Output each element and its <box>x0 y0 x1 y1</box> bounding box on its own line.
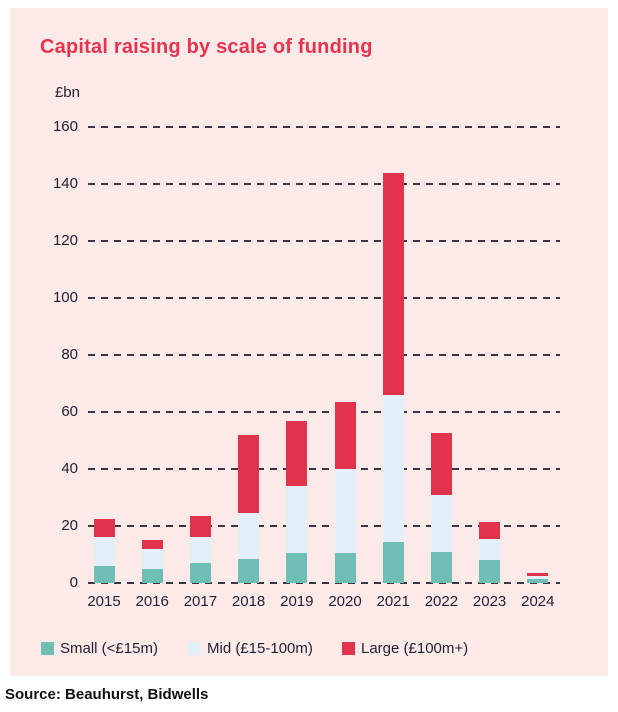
y-tick-label-0: 0 <box>69 574 78 591</box>
bar-2019-large <box>286 420 308 487</box>
bar-2021-large <box>382 172 404 395</box>
x-tick-label-2017: 2017 <box>183 593 218 610</box>
bar-2022-large <box>430 433 452 495</box>
gridline-0 <box>88 582 560 584</box>
gridline-80 <box>88 354 560 356</box>
bar-2019-small <box>286 553 308 583</box>
y-tick-label-160: 160 <box>52 118 78 135</box>
bar-2024-large <box>527 573 549 576</box>
legend-swatch-large <box>342 642 355 655</box>
gridline-140 <box>88 183 560 185</box>
x-tick-label-2022: 2022 <box>424 593 459 610</box>
bar-2020-small <box>334 553 356 583</box>
bar-2018-mid <box>238 513 260 559</box>
x-tick-label-2015: 2015 <box>87 593 121 610</box>
bar-2024-mid <box>527 575 549 579</box>
source-note: Source: Beauhurst, Bidwells <box>5 686 209 703</box>
chart-card: Capital raising by scale of funding £bn … <box>10 8 608 676</box>
bar-2021-small <box>382 541 404 583</box>
bar-2015-large <box>93 518 115 538</box>
y-tick-label-60: 60 <box>61 403 78 420</box>
legend-item-mid: Mid (£15-100m) <box>188 640 313 657</box>
x-tick-label-2019: 2019 <box>280 593 314 610</box>
bar-2022-small <box>430 551 452 583</box>
legend-label-mid: Mid (£15-100m) <box>207 640 313 657</box>
bar-2015-small <box>93 565 115 583</box>
bar-2023-large <box>479 521 501 539</box>
x-tick-label-2021: 2021 <box>376 593 410 610</box>
bar-2016-mid <box>141 548 163 569</box>
legend-swatch-mid <box>188 642 201 655</box>
x-tick-label-2020: 2020 <box>328 593 362 610</box>
x-tick-label-2016: 2016 <box>135 593 169 610</box>
bar-2021-mid <box>382 394 404 542</box>
legend-item-small: Small (<£15m) <box>41 640 158 657</box>
gridline-20 <box>88 525 560 527</box>
x-tick-label-2024: 2024 <box>521 593 555 610</box>
bar-2016-large <box>141 540 163 549</box>
y-tick-label-40: 40 <box>61 460 78 477</box>
bar-2018-large <box>238 434 260 514</box>
y-tick-label-100: 100 <box>52 289 78 306</box>
bar-2015-mid <box>93 537 115 566</box>
gridline-120 <box>88 240 560 242</box>
gridline-40 <box>88 468 560 470</box>
gridline-100 <box>88 297 560 299</box>
x-tick-label-2018: 2018 <box>231 593 266 610</box>
y-axis-unit-label: £bn <box>54 84 80 101</box>
bar-2020-large <box>334 402 356 469</box>
y-tick-label-140: 140 <box>52 175 78 192</box>
x-tick-label-2023: 2023 <box>472 593 507 610</box>
gridline-60 <box>88 411 560 413</box>
plot-area: 0 20 40 60 80 100 120 140 160 2015 2016 2017 2018 201… <box>10 8 608 676</box>
bar-2024-small <box>527 578 549 583</box>
legend-label-small: Small (<£15m) <box>60 640 158 657</box>
y-tick-label-80: 80 <box>61 346 78 363</box>
bar-2023-mid <box>479 538 501 561</box>
bar-2017-mid <box>189 537 211 564</box>
bar-2023-small <box>479 560 501 583</box>
bar-2016-small <box>141 568 163 584</box>
bar-2022-mid <box>430 494 452 552</box>
legend-item-large: Large (£100m+) <box>342 640 468 657</box>
bar-2018-small <box>238 558 260 583</box>
legend-swatch-small <box>41 642 54 655</box>
bar-2017-small <box>189 563 211 583</box>
bar-2019-mid <box>286 486 308 554</box>
y-tick-label-120: 120 <box>52 232 78 249</box>
gridline-160 <box>88 126 560 128</box>
chart-title: Capital raising by scale of funding <box>40 36 373 58</box>
bar-2020-mid <box>334 469 356 554</box>
y-tick-label-20: 20 <box>61 517 78 534</box>
bar-2017-large <box>189 516 211 538</box>
legend-label-large: Large (£100m+) <box>361 640 469 657</box>
